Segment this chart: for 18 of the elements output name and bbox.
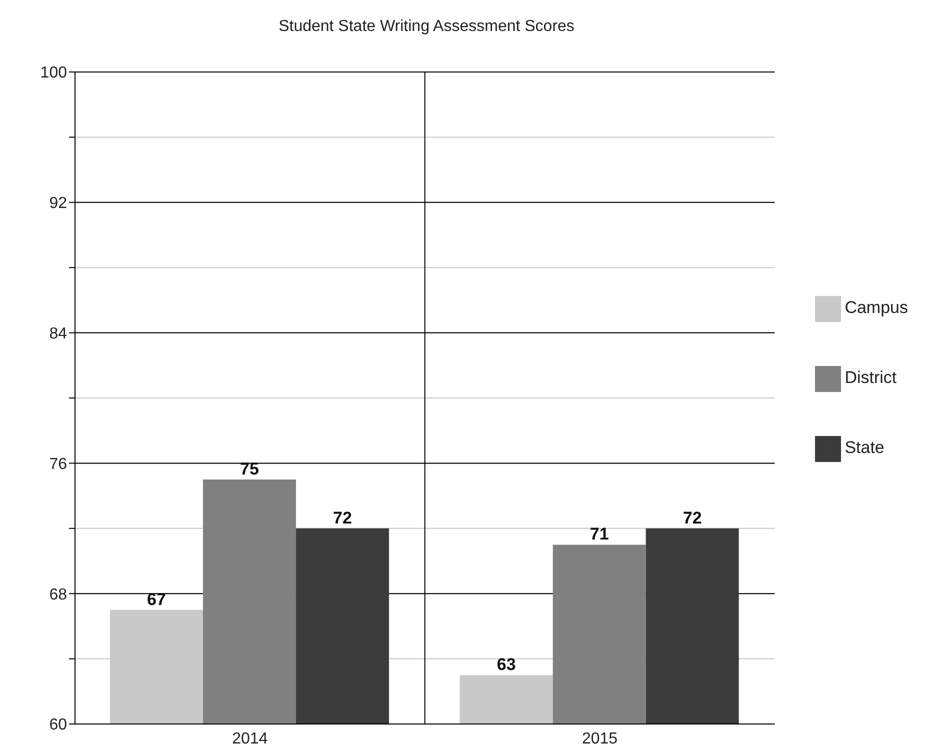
y-tick-label: 92 [49, 195, 68, 212]
y-tick-label: 60 [49, 716, 68, 734]
y-tick-label: 100 [40, 64, 68, 82]
y-tick-label: 84 [49, 325, 68, 342]
y-tick-label: 68 [49, 586, 68, 604]
legend-label: Campus [844, 298, 908, 317]
chart-title: Student State Writing Assessment Scores [278, 18, 576, 36]
data-label: 67 [147, 590, 166, 609]
data-label: 71 [590, 524, 609, 544]
data-label: 75 [240, 460, 259, 478]
x-tick-label: 2015 [582, 730, 618, 748]
x-tick-label: 2014 [232, 730, 268, 748]
legend-label: District [844, 368, 897, 387]
data-label: 72 [333, 508, 352, 528]
data-label: 63 [496, 655, 516, 674]
y-tick-label: 76 [49, 456, 68, 473]
data-label: 72 [682, 508, 702, 528]
legend-label: State [844, 438, 884, 457]
